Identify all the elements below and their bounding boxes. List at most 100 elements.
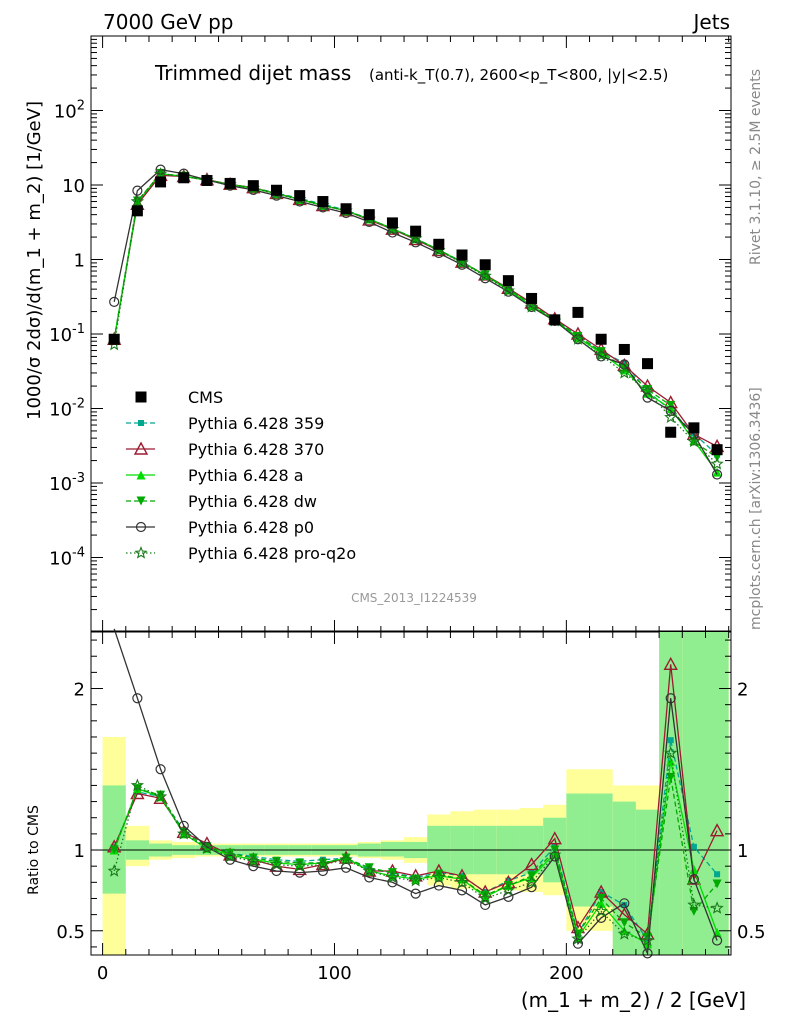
ratio-band-green [427, 825, 451, 873]
ratio-series-6-point [130, 778, 144, 792]
ratio-y-ticklabel-right: 0.5 [737, 922, 766, 943]
ratio-band-green [380, 841, 405, 857]
main-series-6-point [594, 348, 608, 361]
main-series-6-point [664, 410, 678, 423]
ratio-series-6-point [640, 933, 655, 947]
main-series-5-point [665, 405, 676, 416]
cms-data-point [502, 275, 514, 287]
main-y-ticklabel: 1 [74, 251, 85, 272]
ratio-series-6-point [269, 857, 284, 871]
main-series-6-point [455, 255, 469, 269]
ratio-series-6-point [362, 863, 376, 877]
ratio-series-2-point [663, 656, 678, 670]
ratio-series-4-point [225, 848, 235, 858]
main-y-ticklabel: 102 [54, 99, 85, 123]
main-series-5-point [711, 469, 723, 480]
ratio-series-5-point [225, 854, 236, 865]
cms-data-point [155, 176, 167, 188]
legend-marker [135, 391, 147, 403]
main-series-6-point [524, 300, 539, 313]
cms-data-point [433, 238, 445, 250]
cms-data-point [479, 259, 491, 271]
ratio-series-6-point [223, 849, 237, 863]
ratio-series-5-point [340, 862, 352, 873]
legend-marker [136, 496, 146, 506]
ratio-series-6-point [594, 904, 608, 918]
main-series-6-point [687, 434, 701, 448]
watermark: CMS_2013_I1224539 [351, 591, 477, 605]
ratio-series-4-point [341, 853, 351, 863]
ratio-series-4-point [272, 856, 282, 866]
ratio-series-6-point [432, 870, 446, 884]
legend-label: Pythia 6.428 359 [188, 414, 324, 433]
ratio-series-6-point [107, 863, 121, 877]
ratio-series-4-point [109, 845, 119, 855]
main-series-6-point [640, 384, 655, 398]
ratio-series-6-point [385, 870, 400, 884]
legend-marker [136, 470, 146, 480]
main-frame [90, 35, 732, 633]
main-series-5-point [596, 351, 607, 362]
ratio-series-3-point [596, 898, 606, 908]
ratio-series-3-point [643, 939, 653, 949]
ratio-band-green [635, 809, 660, 955]
ratio-series-5-point [410, 888, 421, 899]
ratio-series-6-point [664, 746, 678, 759]
ratio-series-4-point [156, 790, 166, 800]
main-series-6-point [710, 457, 724, 470]
cms-data-point [711, 444, 723, 456]
ratio-series-6-point [316, 857, 330, 871]
ratio-series-6-point [408, 873, 423, 887]
ratio-series-4-point [457, 874, 467, 884]
main-series-line-6 [113, 173, 718, 465]
main-series-4-point [573, 331, 583, 341]
cms-data-point [688, 422, 700, 434]
ratio-series-6-point [246, 854, 260, 868]
ratio-series-5-point [248, 861, 259, 872]
ratio-series-6-point [200, 841, 214, 855]
main-y-ticklabel: 10-3 [49, 471, 85, 495]
ratio-y-ticklabel-left: 0.5 [56, 922, 85, 943]
cms-data-point [317, 196, 329, 208]
main-subtitle: (anti-k_T(0.7), 2600<p_T<800, |y|<2.5) [369, 66, 668, 85]
ratio-series-5-point [711, 935, 723, 946]
cms-data-point [271, 184, 283, 196]
legend-label: Pythia 6.428 a [188, 466, 304, 485]
legend-marker [134, 545, 148, 559]
ratio-series-3-point [689, 864, 699, 874]
cms-data-point [642, 358, 654, 370]
ratio-series-4-point [619, 918, 629, 928]
main-series-4-point [643, 384, 653, 394]
main-series-4-point [503, 284, 513, 294]
ratio-series-4-point [596, 893, 606, 903]
ratio-series-6-point [339, 852, 353, 866]
main-y-ticklabel: 10-1 [49, 322, 85, 346]
ratio-series-1-point [714, 871, 721, 878]
ratio-series-2-point [153, 790, 168, 805]
cms-data-point [201, 174, 213, 186]
ratio-y-ticklabel-left: 1 [74, 841, 85, 862]
cms-data-point [456, 249, 468, 261]
ratio-series-6-point [455, 875, 469, 889]
ratio-series-line-5 [113, 628, 718, 956]
ratio-series-6-point [571, 931, 585, 945]
ratio-series-6-point [524, 875, 539, 889]
legend-label: Pythia 6.428 370 [188, 440, 324, 459]
ratio-series-line-1 [113, 740, 718, 943]
ratio-series-5-point [665, 693, 676, 704]
cms-data-point [665, 426, 677, 438]
ratio-series-6-point [501, 883, 516, 896]
ratio-series-4-point [712, 879, 722, 889]
ratio-y-ticklabel-right: 1 [737, 841, 748, 862]
cms-data-point [247, 180, 259, 192]
main-series-6-point [478, 268, 492, 282]
cms-data-point [526, 292, 538, 304]
main-series-1-point [621, 359, 628, 366]
cms-data-point [340, 203, 352, 215]
main-y-ticklabel: 10 [62, 176, 85, 197]
ratio-series-2-point [709, 823, 725, 837]
cms-data-point [178, 172, 190, 184]
ratio-series-4-point [364, 863, 374, 873]
ratio-series-3-point [666, 756, 676, 766]
